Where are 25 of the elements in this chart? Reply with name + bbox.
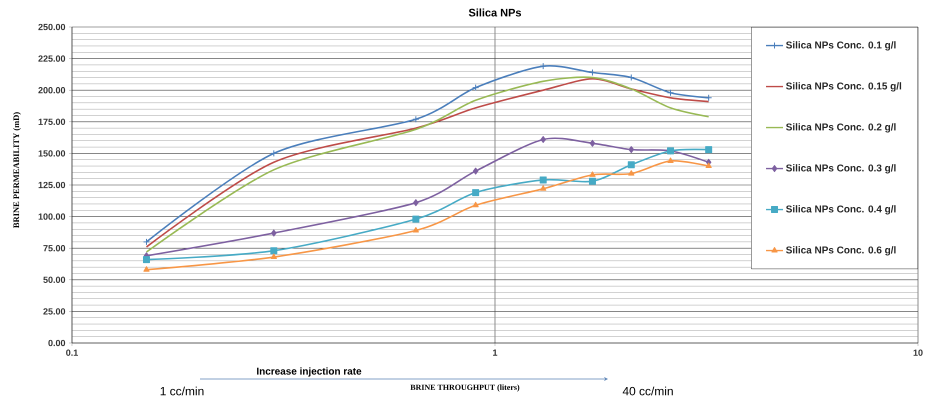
- y-tick-label: 250.00: [38, 24, 66, 30]
- y-tick-label: 75.00: [43, 245, 66, 252]
- legend-label: Silica NPs Conc. 0.4 g/l: [786, 205, 896, 215]
- legend-label: Silica NPs Conc. 0.1 g/l: [786, 41, 896, 51]
- chart-title: Silica NPs: [468, 8, 522, 16]
- y-axis-title: BRINE PERMEABILITY (mD): [13, 112, 21, 228]
- legend-label: Silica NPs Conc. 0.3 g/l: [786, 164, 896, 174]
- x-tick-label: 10: [914, 350, 923, 356]
- y-tick-label: 25.00: [43, 308, 66, 315]
- y-tick-label: 125.00: [38, 182, 66, 188]
- x-tick-label: 0.1: [66, 350, 78, 356]
- y-tick-label: 175.00: [38, 118, 66, 125]
- y-tick-label: 100.00: [38, 213, 66, 220]
- legend-label: Silica NPs Conc. 0.2 g/l: [786, 123, 896, 133]
- text: 40 cc/min: [622, 386, 673, 396]
- text: Increase injection rate: [257, 367, 362, 377]
- y-tick-label: 50.00: [43, 276, 66, 283]
- text: 1 cc/min: [160, 386, 204, 396]
- y-tick-label: 200.00: [38, 87, 66, 94]
- y-tick-label: 0.00: [48, 340, 66, 346]
- legend-label: Silica NPs Conc. 0.6 g/l: [786, 246, 896, 256]
- x-tick-label: 1: [493, 350, 498, 356]
- legend-label: Silica NPs Conc. 0.15 g/l: [786, 82, 902, 92]
- y-tick-label: 150.00: [38, 150, 66, 157]
- y-tick-label: 225.00: [38, 55, 66, 62]
